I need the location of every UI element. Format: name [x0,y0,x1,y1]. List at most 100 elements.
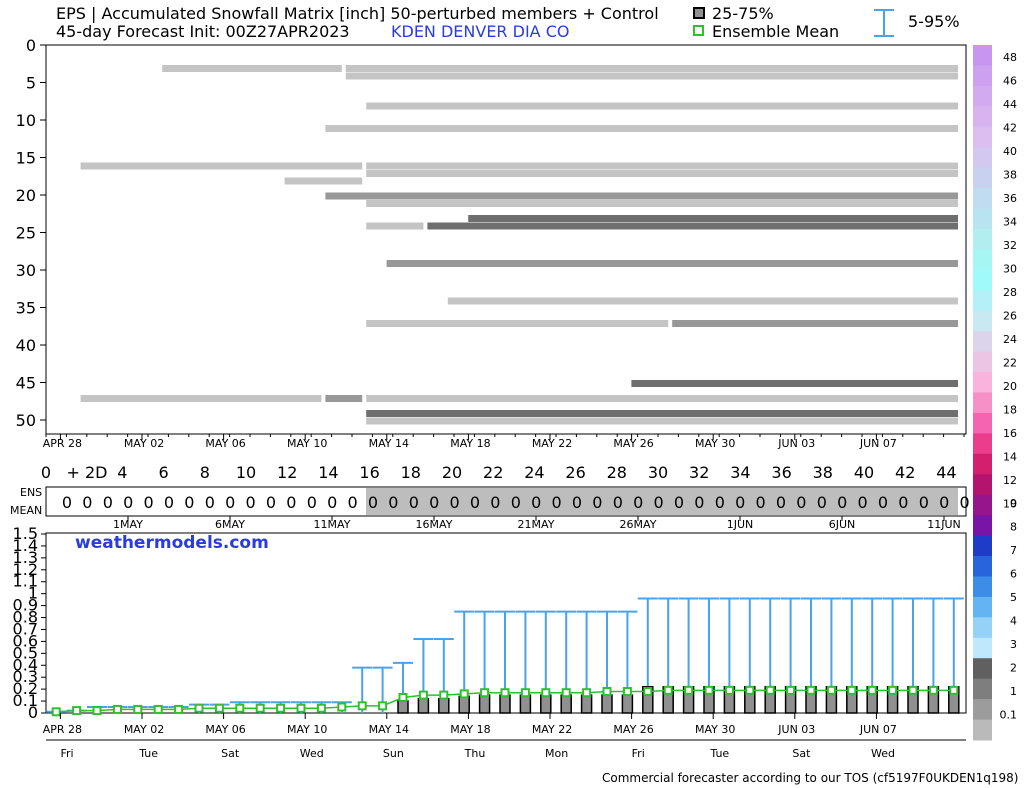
matrix-date-label: MAY 18 [450,437,490,450]
day-tick-label: 32 [689,463,709,482]
iqr-box [580,694,593,714]
ens-date-label: 11MAY [314,518,351,531]
colorbar-label: 3 [1010,638,1017,651]
day-tick-label: 12 [277,463,297,482]
mean-point [806,685,816,695]
matrix-y-tick-label: 45 [16,374,36,393]
mean-point [949,685,959,695]
station-label: KDEN DENVER DIA CO [391,22,569,41]
colorbar-swatch [973,65,992,87]
colorbar-label: 14 [1003,451,1017,464]
colorbar-swatch [973,372,992,393]
box-y-tick-label: 0.6 [13,631,38,650]
colorbar-label: 34 [1003,216,1017,229]
box-y-tick-label: 0.4 [13,655,38,674]
box-date-label: MAY 18 [450,723,490,736]
member-bar [366,222,424,230]
day-tick-label: 0 [41,463,51,482]
member-bar [631,380,958,387]
weekday-label: Sat [221,747,240,760]
watermark: weathermodels.com [75,533,269,553]
matrix-y-tick-label: 50 [16,411,36,430]
mean-point [378,701,388,711]
colorbar-swatch [973,147,992,169]
box-y-tick-label: 1 [28,584,38,603]
mean-point [316,703,326,713]
day-tick-label: 44 [936,463,956,482]
mean-point [908,685,918,695]
mean-point [235,703,245,713]
mean-point [786,685,796,695]
day-tick-label: 24 [524,463,544,482]
weekday-label: Wed [300,747,324,760]
iqr-box [458,695,470,714]
mean-point [704,685,714,695]
mean-point [296,703,306,713]
day-tick-label: 4 [117,463,127,482]
matrix-date-label: MAY 26 [613,437,653,450]
mean-point [745,685,755,695]
box-date-axis: APR 28 MAY 02 MAY 06 MAY 10 MAY 14 MAY 18 MAY … [43,713,966,741]
colorbar-swatch [973,290,992,312]
colorbar-label: 44 [1003,98,1017,111]
ens-mean-date-axis: 1MAY 6MAY 11MAY 16MAY 21MAY 26MAY 1JUN 6JUN 11JU… [113,516,961,531]
colorbar-swatch [973,453,992,475]
colorbar-swatch [973,310,992,332]
ens-mean-value: 0 [552,493,562,512]
member-bar [162,65,342,72]
ens-mean-value: 0 [348,493,358,512]
day-axis: 0 + 2D 4 6 8 10 12 14 16 18 20 22 24 26 28 30 32 34 36 38 40… [41,463,957,482]
colorbar-label: 5 [1010,591,1017,604]
mean-point [520,688,530,698]
matrix-y-axis: 0 5 10 15 20 25 30 35 40 45 50 [16,36,46,430]
colorbar-swatch [973,719,992,741]
day-tick-label: 10 [236,463,256,482]
member-bar [345,72,958,80]
colorbar-label: 24 [1003,333,1017,346]
iqr-box [519,694,532,714]
ens-mean-value: 0 [776,493,786,512]
colorbar-label: 32 [1003,239,1017,252]
colorbar: 4846444240383634323028262422201816141210… [973,45,1017,741]
day-tick-label: + 2D [67,463,108,482]
day-tick-label: 40 [854,463,874,482]
weekday-label: Wed [871,747,895,760]
matrix-bars [80,65,959,425]
ens-mean-value: 0 [735,493,745,512]
ens-mean-value: 0 [62,493,72,512]
box-date-label: MAY 02 [124,723,164,736]
colorbar-swatch [973,474,992,496]
ens-mean-value: 0 [388,493,398,512]
colorbar-swatch [973,85,992,107]
iqr-box [642,685,654,714]
ens-mean-highlight [366,488,958,515]
member-bar [366,395,958,402]
matrix-date-label: APR 28 [43,437,82,450]
ens-mean-value: 0 [511,493,521,512]
colorbar-label: 10 [1003,498,1017,511]
mean-row-label: MEAN [10,504,42,517]
member-bar [366,410,958,417]
colorbar-swatch [973,535,992,557]
mean-point [276,703,286,713]
mean-point [480,688,490,698]
ens-mean-value: 0 [919,493,929,512]
colorbar-label: 42 [1003,122,1017,135]
colorbar-swatch [973,106,992,128]
mean-point [643,687,653,697]
mean-point [337,702,347,712]
ens-mean-value: 0 [103,493,113,512]
box-marks [46,597,964,717]
colorbar-label: 4 [1010,615,1017,628]
box-y-axis: 00.10.20.30.40.50.60.70.80.911.11.21.31.… [13,524,46,722]
ens-date-label: 26MAY [620,518,657,531]
member-bar [325,192,958,200]
matrix-date-axis: APR 28 MAY 02 MAY 06 MAY 10 MAY 14 MAY 18 MAY … [43,434,965,450]
box-y-tick-label: 0.1 [13,691,38,710]
ens-mean-value: 0 [144,493,154,512]
member-bar [427,222,958,230]
weekday-label: Fri [632,747,645,760]
mean-point [500,688,510,698]
weekday-label: Mon [545,747,568,760]
colorbar-label: 8 [1010,521,1017,534]
